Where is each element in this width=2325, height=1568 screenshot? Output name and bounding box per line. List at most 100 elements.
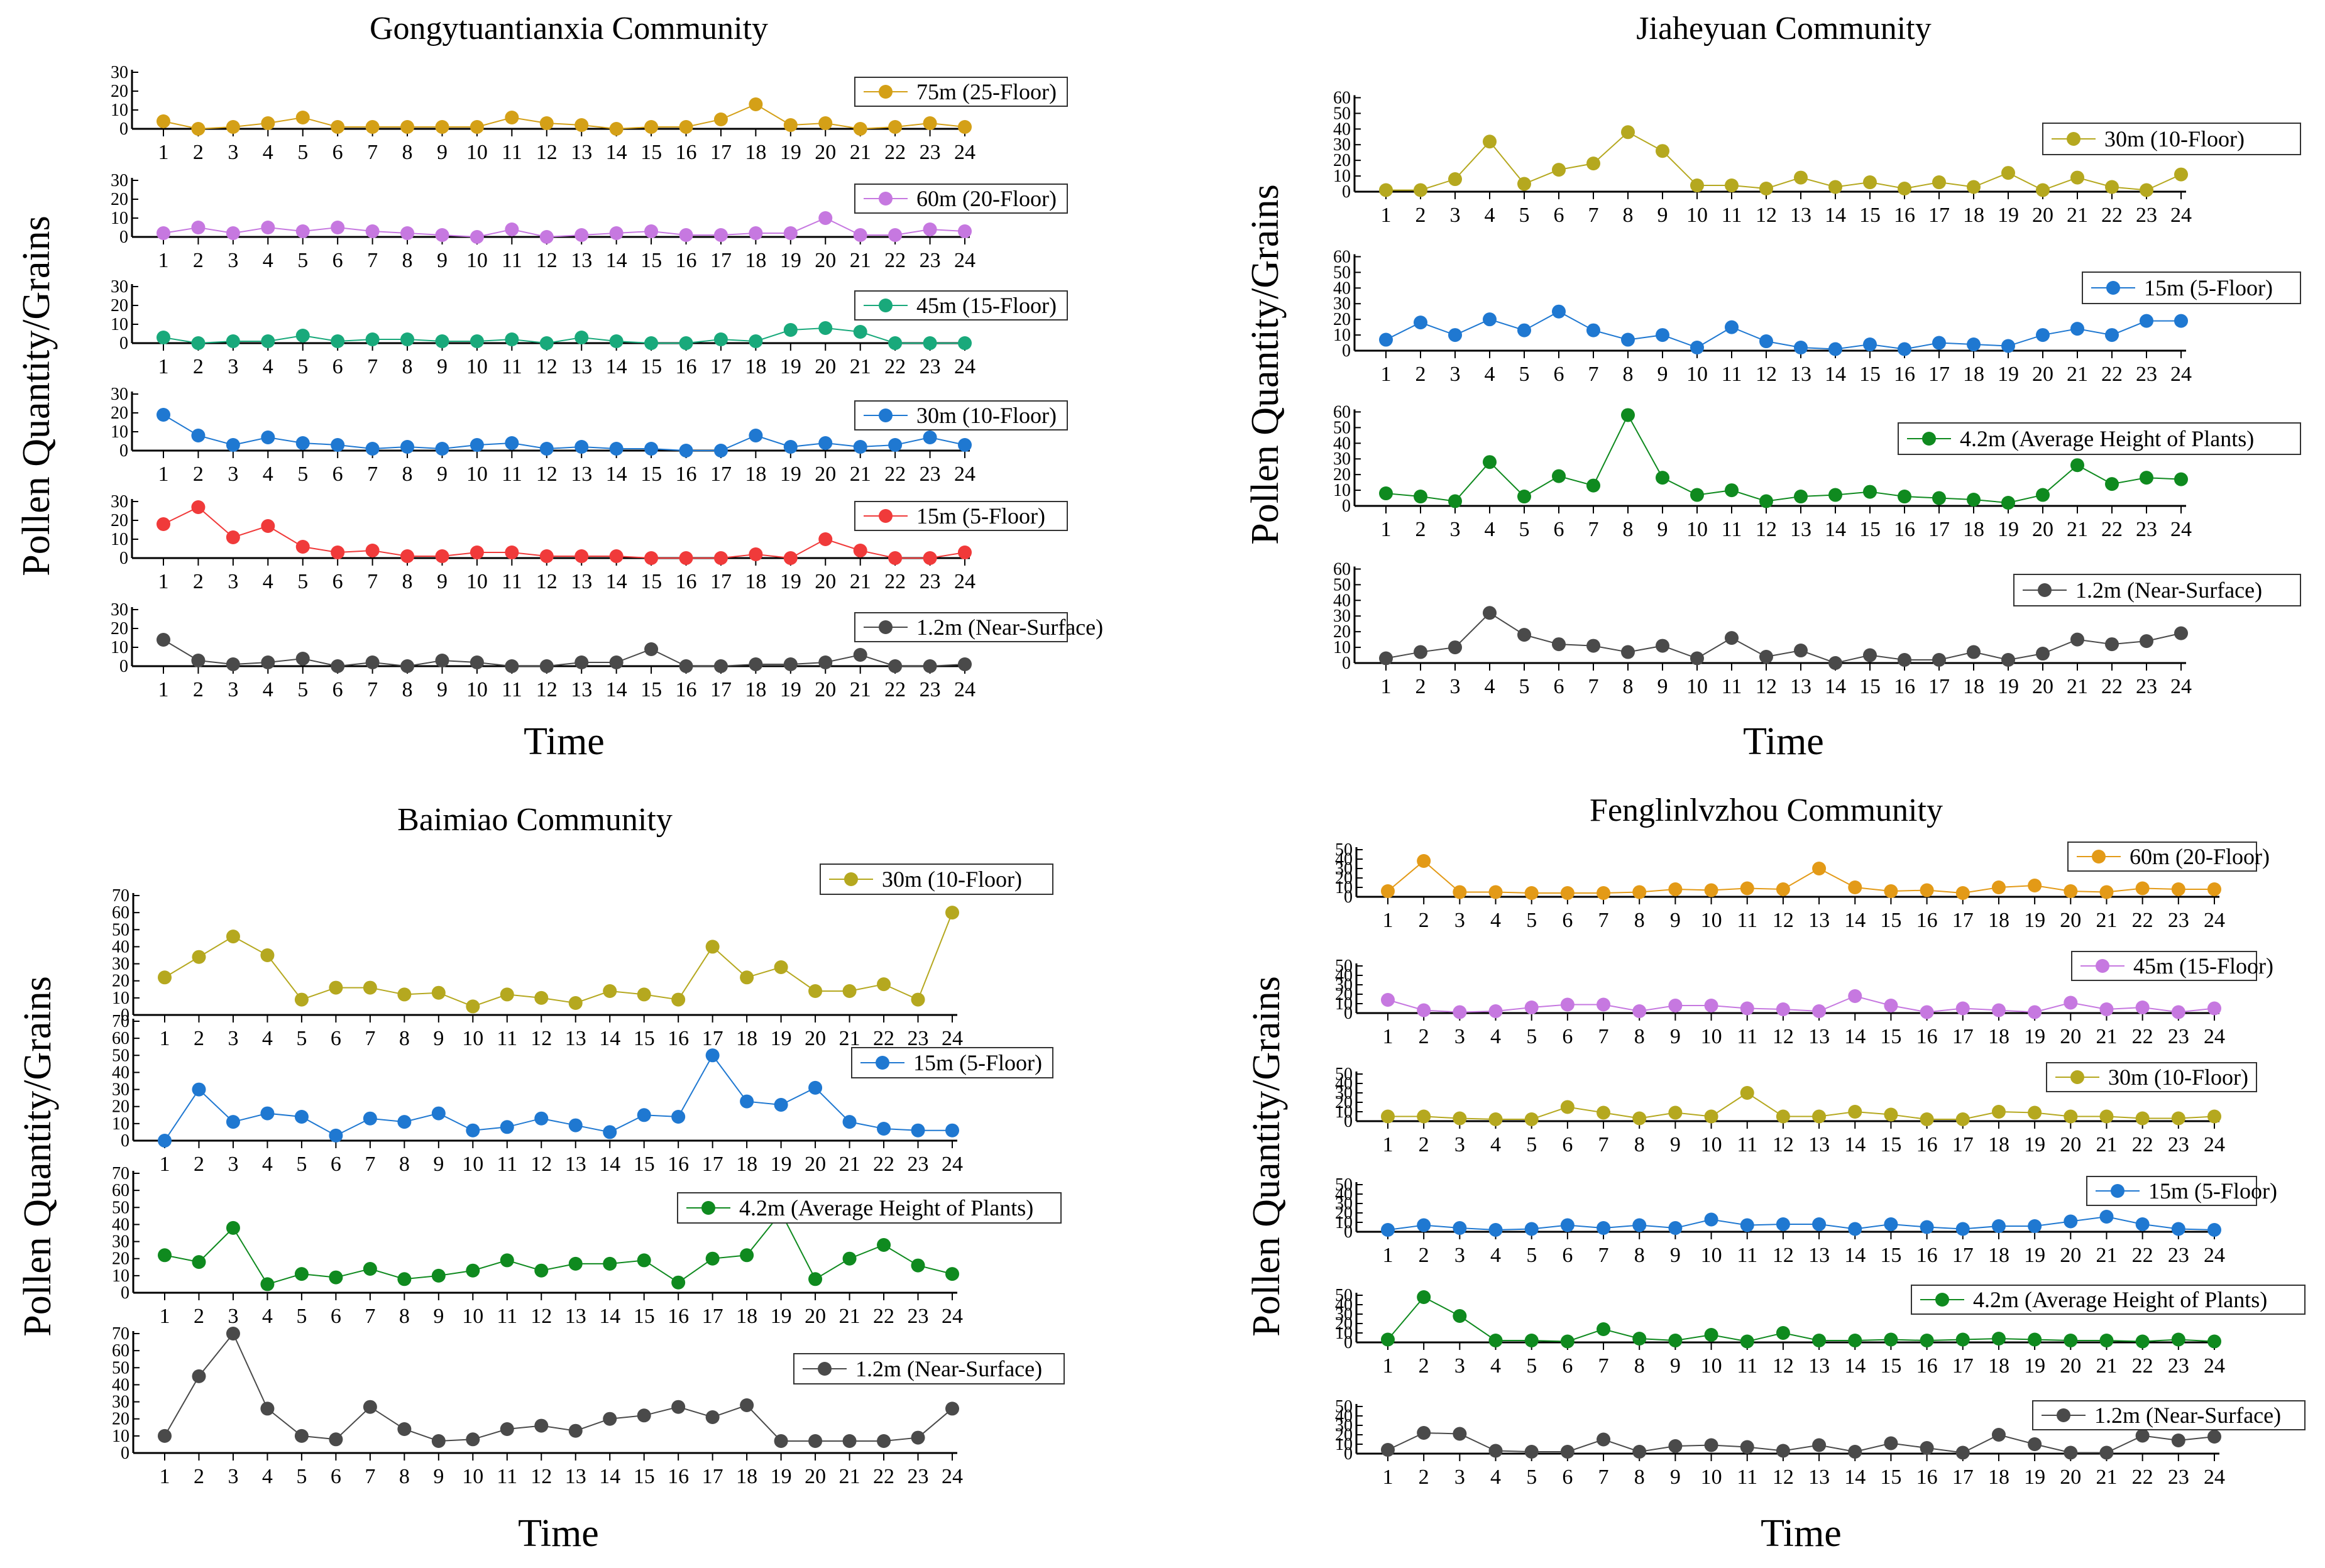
x-tick-label: 20 — [2060, 1466, 2081, 1489]
data-point — [1690, 341, 1704, 355]
x-tick-label: 1 — [1381, 675, 1392, 698]
x-tick-label: 18 — [1988, 909, 2009, 932]
data-point — [1632, 1111, 1647, 1126]
x-tick-label: 2 — [194, 1305, 204, 1328]
x-tick-label: 5 — [296, 1305, 307, 1328]
x-tick-label: 4 — [262, 1153, 273, 1176]
x-tick-label: 8 — [1634, 1025, 1645, 1048]
data-point — [644, 642, 659, 656]
x-tick-label: 18 — [745, 141, 766, 164]
x-tick-label: 9 — [1670, 1133, 1681, 1156]
data-point — [679, 659, 693, 673]
data-point — [500, 1253, 514, 1268]
data-point — [539, 549, 554, 563]
x-tick-label: 13 — [571, 463, 592, 486]
x-tick-label: 23 — [920, 141, 941, 164]
x-tick-label: 9 — [1657, 518, 1668, 541]
data-point — [1668, 1105, 1683, 1120]
x-tick-label: 13 — [565, 1465, 586, 1488]
data-point — [1414, 645, 1427, 659]
x-tick-label: 19 — [2024, 1354, 2045, 1378]
data-point — [749, 657, 763, 671]
x-tick-label: 4 — [1485, 363, 1495, 386]
y-tick-label: 40 — [1335, 966, 1353, 985]
x-tick-label: 22 — [884, 141, 906, 164]
x-tick-label: 10 — [1701, 1133, 1722, 1156]
x-tick-label: 19 — [780, 141, 801, 164]
x-tick-label: 17 — [710, 678, 732, 701]
x-tick-label: 21 — [850, 249, 871, 272]
data-point — [365, 544, 380, 557]
x-tick-label: 22 — [2132, 1466, 2153, 1489]
y-tick-label: 40 — [1333, 278, 1351, 298]
data-point — [574, 331, 589, 344]
x-tick-label: 4 — [262, 1305, 273, 1328]
x-tick-label: 10 — [462, 1153, 483, 1176]
data-point — [466, 999, 480, 1014]
legend: 15m (5-Floor) — [2082, 271, 2301, 304]
x-tick-label: 7 — [367, 355, 378, 378]
data-point — [435, 654, 449, 667]
data-point — [1725, 631, 1739, 645]
y-tick-label: 20 — [112, 1249, 129, 1269]
y-tick-label: 30 — [111, 63, 128, 82]
x-tick-label: 23 — [2168, 909, 2189, 932]
data-point — [923, 430, 937, 444]
data-point — [1483, 312, 1497, 327]
data-point — [877, 1122, 891, 1136]
x-tick-label: 1 — [1383, 1244, 1393, 1267]
x-tick-label: 24 — [2204, 1244, 2225, 1267]
data-point — [261, 430, 275, 444]
data-point — [435, 120, 449, 134]
data-point — [466, 1432, 480, 1447]
data-point — [818, 321, 833, 335]
data-point — [1379, 183, 1393, 197]
data-point — [261, 221, 275, 234]
data-point — [671, 992, 686, 1007]
x-tick-label: 5 — [296, 1465, 307, 1488]
x-tick-label: 19 — [2024, 1244, 2045, 1267]
y-tick-label: 30 — [112, 1232, 129, 1252]
legend: 45m (15-Floor) — [854, 290, 1068, 321]
x-tick-label: 6 — [333, 355, 343, 378]
data-point — [749, 334, 763, 348]
legend-label: 60m (20-Floor) — [916, 186, 1057, 211]
x-tick-label: 16 — [1916, 1133, 1938, 1156]
x-tick-label: 3 — [228, 355, 238, 378]
x-tick-label: 5 — [1526, 909, 1537, 932]
data-point — [1920, 883, 1934, 897]
x-tick-label: 1 — [1381, 204, 1392, 227]
data-point — [808, 1434, 823, 1448]
y-tick-label: 40 — [112, 1215, 129, 1234]
x-tick-label: 8 — [402, 678, 413, 701]
data-point — [603, 1125, 617, 1139]
x-tick-label: 9 — [1670, 1025, 1681, 1048]
y-tick-label: 0 — [119, 657, 128, 676]
data-point — [1448, 494, 1462, 508]
x-tick-label: 16 — [1894, 363, 1915, 386]
x-tick-label: 15 — [1859, 363, 1881, 386]
data-point — [740, 1248, 754, 1263]
data-point — [783, 551, 798, 565]
data-point — [2207, 1334, 2221, 1349]
y-tick-label: 20 — [1335, 1425, 1353, 1445]
y-tick-label: 0 — [1344, 887, 1353, 907]
legend: 4.2m (Average Height of Plants) — [1898, 422, 2301, 455]
y-tick-label: 60 — [112, 1341, 129, 1361]
data-point — [713, 444, 728, 458]
x-tick-label: 15 — [640, 355, 662, 378]
legend-label: 30m (10-Floor) — [916, 403, 1057, 428]
legend: 30m (10-Floor) — [2046, 1062, 2257, 1092]
series-line — [164, 1332, 953, 1442]
x-tick-label: 9 — [437, 678, 448, 701]
x-tick-label: 13 — [571, 249, 592, 272]
legend-marker — [879, 192, 893, 206]
x-tick-label: 17 — [1952, 1133, 1974, 1156]
data-point — [191, 429, 206, 442]
x-tick-label: 2 — [194, 1027, 204, 1050]
data-point — [226, 1327, 240, 1340]
data-point — [568, 1256, 583, 1271]
x-tick-label: 17 — [702, 1027, 723, 1050]
x-tick-label: 2 — [193, 141, 204, 164]
